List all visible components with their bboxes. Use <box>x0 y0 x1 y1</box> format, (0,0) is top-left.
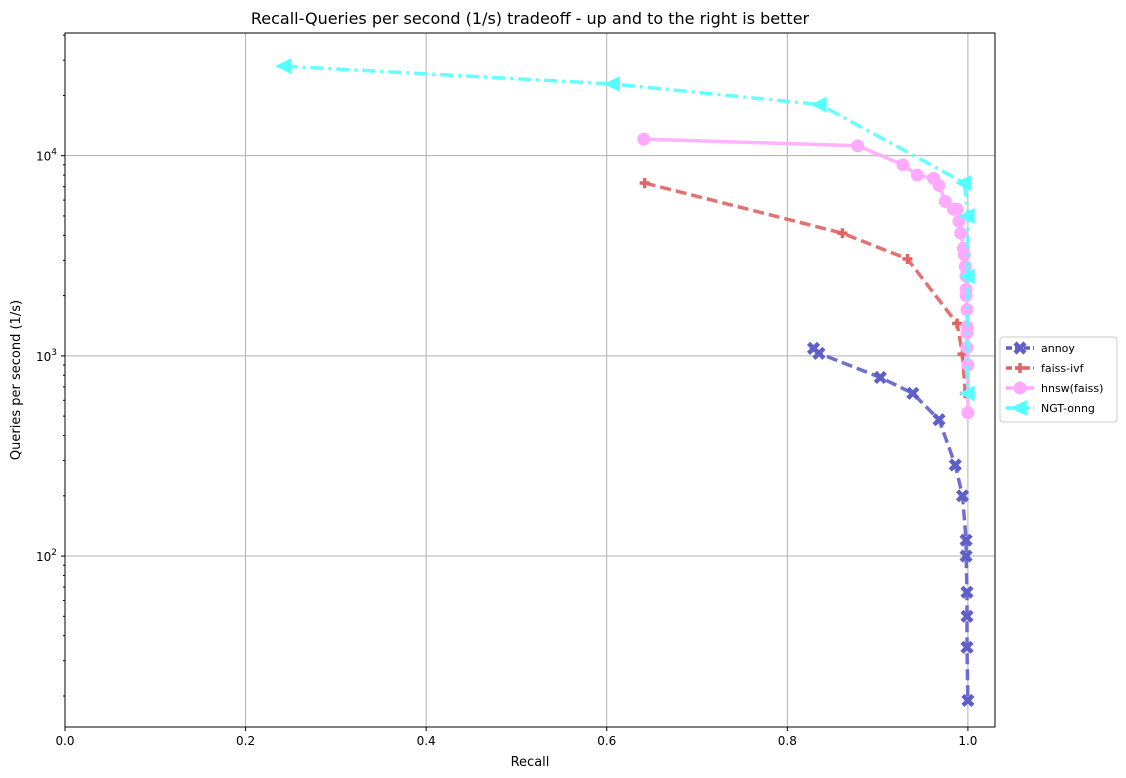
series-ngt-onng <box>275 58 975 402</box>
legend-label: NGT-onng <box>1041 402 1095 415</box>
x-tick-label: 0.8 <box>778 734 797 748</box>
data-point-hnsw-faiss <box>938 195 952 209</box>
data-point-annoy <box>906 386 920 400</box>
y-tick-label: 103 <box>36 348 57 364</box>
data-point-ngt-onng <box>955 175 972 192</box>
x-tick-label: 1.0 <box>958 734 977 748</box>
data-point-ngt-onng <box>810 96 827 113</box>
legend-marker <box>1010 400 1027 416</box>
data-point-faiss-ivf <box>639 178 650 189</box>
x-tick-label: 0.6 <box>597 734 616 748</box>
data-point-ngt-onng <box>275 58 292 75</box>
data-point-annoy <box>960 585 974 599</box>
data-point-hnsw-faiss <box>952 214 966 228</box>
data-point-annoy <box>961 693 975 708</box>
data-point-ngt-onng <box>958 385 975 402</box>
legend-box <box>999 336 1118 423</box>
data-point-annoy <box>960 640 974 654</box>
data-point-annoy <box>960 609 974 623</box>
data-point-faiss-ivf <box>837 228 848 239</box>
data-point-hnsw-faiss <box>954 226 968 240</box>
data-point-hnsw-faiss <box>960 303 974 317</box>
series-annoy <box>806 341 975 708</box>
data-point-faiss-ivf <box>952 318 963 329</box>
data-point-annoy <box>948 458 962 472</box>
legend-item-hnsw-faiss: hnsw(faiss) <box>1006 381 1103 395</box>
data-point-hnsw-faiss <box>959 289 973 303</box>
legend-item-annoy: annoy <box>1006 341 1075 355</box>
legend-marker <box>1013 381 1027 395</box>
data-point-annoy <box>812 346 826 360</box>
y-tick-label: 104 <box>36 148 57 164</box>
plot-frame <box>64 32 996 728</box>
data-point-ngt-onng <box>958 268 975 285</box>
x-tick-label: 0.0 <box>55 734 74 748</box>
y-axis-label: Queries per second (1/s) <box>9 300 24 460</box>
data-point-hnsw-faiss <box>932 178 946 192</box>
data-point-annoy <box>932 413 946 427</box>
legend: annoy faiss-ivf hnsw(faiss) NGT-onng <box>999 336 1118 423</box>
data-point-annoy <box>959 549 973 563</box>
data-point-hnsw-faiss <box>851 139 865 153</box>
data-point-hnsw-faiss <box>910 168 924 182</box>
axis-ticks: 0.0 0.2 0.4 0.6 0.8 1.0 102 103 104 <box>36 34 977 748</box>
chart-title: Recall-Queries per second (1/s) tradeoff… <box>251 9 810 28</box>
legend-label: faiss-ivf <box>1041 362 1085 375</box>
data-point-annoy <box>959 533 973 547</box>
data-point-faiss-ivf <box>902 253 913 264</box>
data-point-hnsw-faiss <box>961 358 975 372</box>
data-point-hnsw-faiss <box>637 132 651 146</box>
data-point-hnsw-faiss <box>961 406 975 420</box>
x-tick-label: 0.2 <box>236 734 255 748</box>
legend-item-ngt-onng: NGT-onng <box>1006 400 1095 416</box>
legend-item-faiss-ivf: faiss-ivf <box>1006 362 1085 375</box>
data-point-hnsw-faiss <box>896 158 910 172</box>
x-tick-label: 0.4 <box>417 734 436 748</box>
x-axis-label: Recall <box>511 755 550 770</box>
data-point-annoy <box>873 370 887 385</box>
legend-label: hnsw(faiss) <box>1041 382 1103 395</box>
data-point-annoy <box>955 489 970 503</box>
legend-marker <box>1015 363 1025 373</box>
legend-label: annoy <box>1041 342 1075 355</box>
data-point-ngt-onng <box>958 207 975 224</box>
data-point-hnsw-faiss <box>957 248 971 262</box>
series-layer <box>275 58 975 708</box>
data-point-ngt-onng <box>603 76 620 93</box>
series-line-faiss-ivf <box>644 181 967 394</box>
data-point-hnsw-faiss <box>950 202 964 216</box>
legend-marker <box>1013 341 1027 355</box>
y-tick-label: 102 <box>36 548 57 564</box>
